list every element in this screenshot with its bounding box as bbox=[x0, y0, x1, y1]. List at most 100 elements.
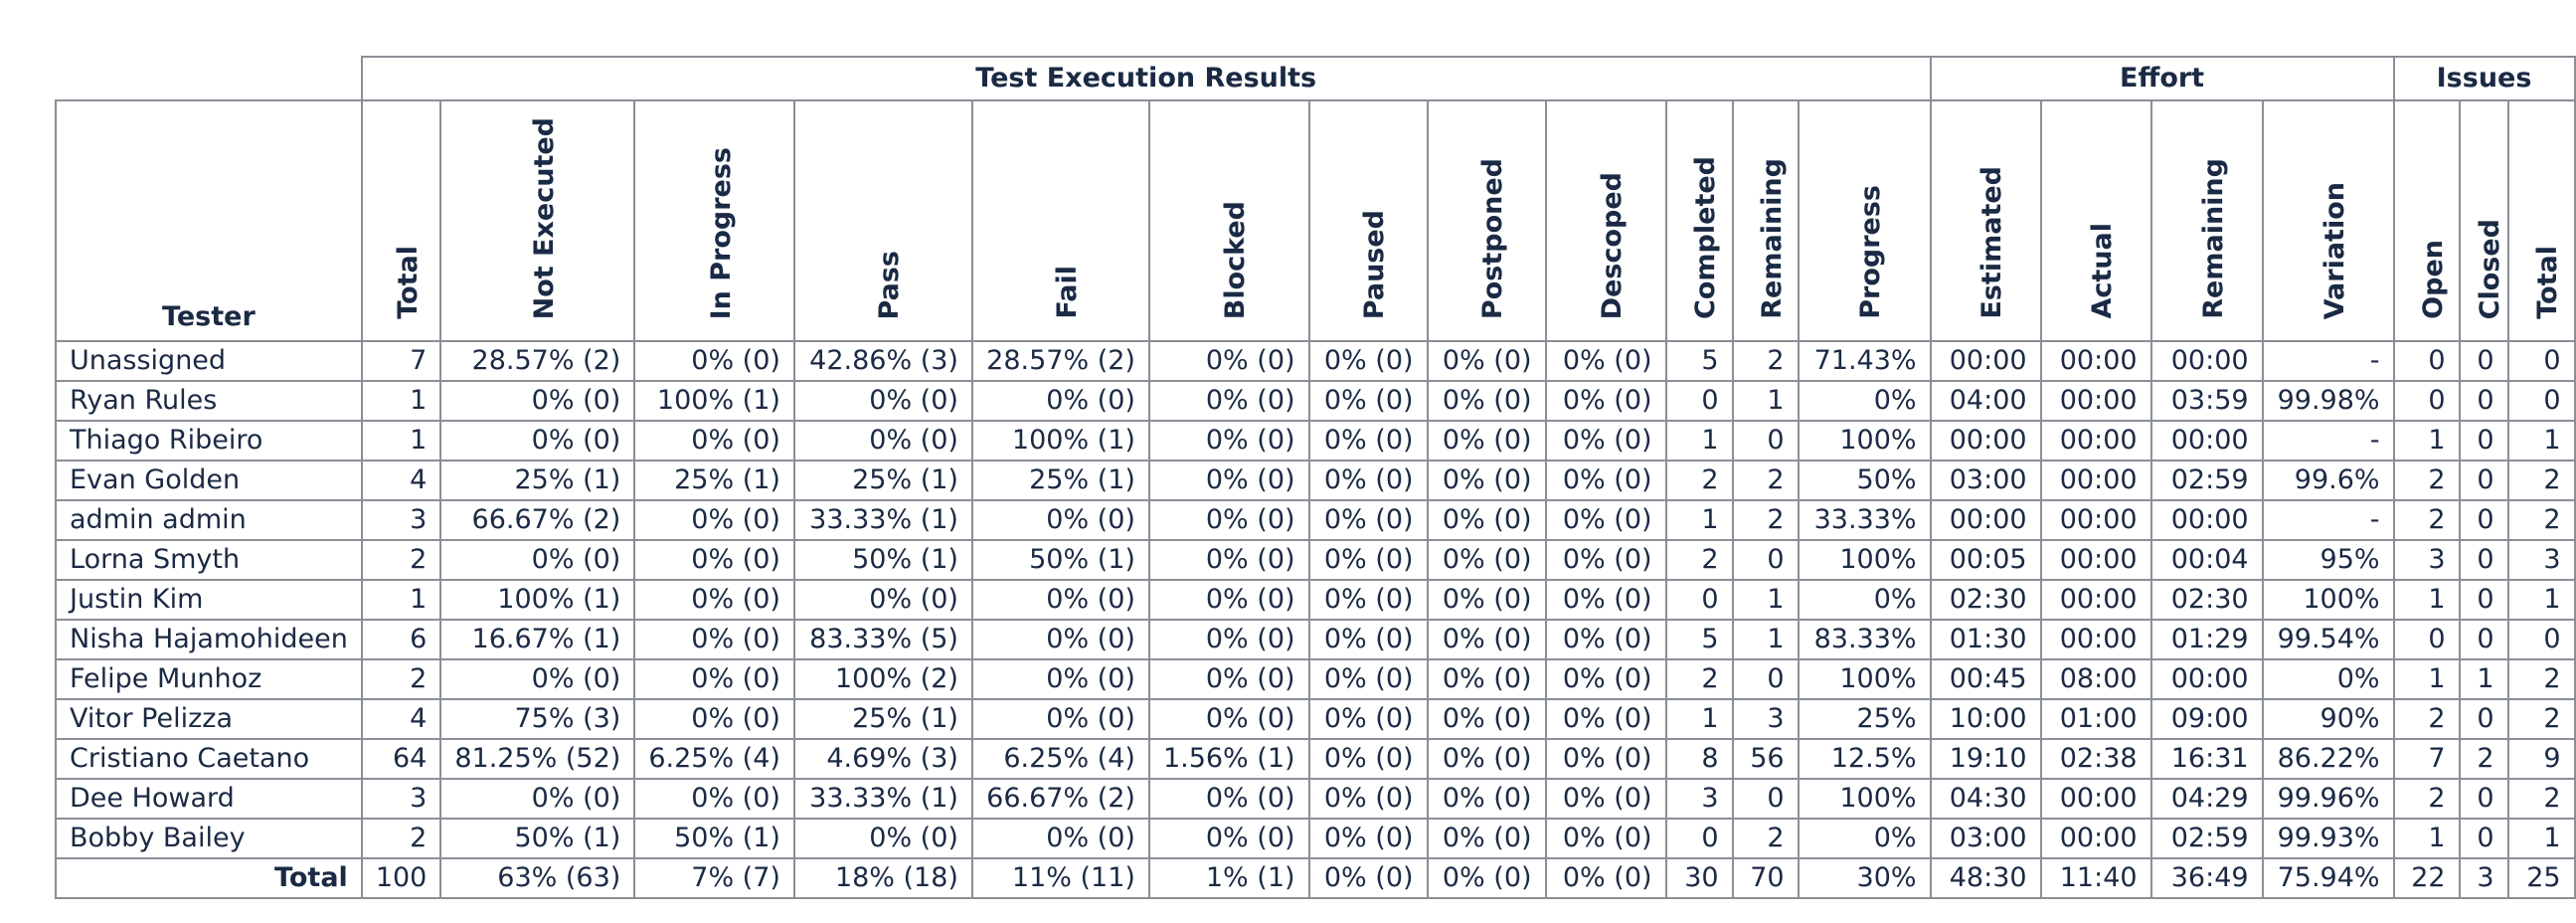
table-cell: 0 bbox=[2506, 340, 2576, 382]
table-row: Cristiano Caetano 64 81.25% (52) 6.25% (4) 4… bbox=[55, 738, 2576, 780]
table-cell: 0 bbox=[1731, 658, 1800, 700]
table-cell: 0% (0) bbox=[1426, 579, 1547, 621]
table-cell: 0% (0) bbox=[1426, 340, 1547, 382]
table-cell: 0% (0) bbox=[1426, 857, 1547, 899]
table-cell: 00:00 bbox=[2039, 499, 2152, 541]
table-cell: 0% (0) bbox=[1307, 619, 1429, 660]
table-cell: 0% (0) bbox=[970, 499, 1150, 541]
table-cell: 00:00 bbox=[2149, 340, 2264, 382]
table-cell: 16:31 bbox=[2149, 738, 2264, 780]
col-actual: Actual bbox=[2039, 99, 2152, 342]
table-cell: 0% (0) bbox=[1426, 738, 1547, 780]
col-in-progress: In Progress bbox=[633, 99, 795, 342]
col-tester: Tester bbox=[55, 99, 363, 342]
group-effort: Effort bbox=[1929, 56, 2395, 101]
col-progress-label: Progress bbox=[1855, 185, 1887, 319]
table-cell: 0% (0) bbox=[1307, 778, 1429, 820]
table-cell: 2 bbox=[1731, 340, 1800, 382]
table-cell: 0% (0) bbox=[1426, 499, 1547, 541]
table-cell: 0% (0) bbox=[792, 380, 973, 422]
col-estimated: Estimated bbox=[1929, 99, 2042, 342]
table-cell: 0 bbox=[2458, 818, 2509, 859]
table-cell: 0 bbox=[2392, 380, 2461, 422]
table-cell: 75% (3) bbox=[439, 698, 636, 740]
table-cell: 3 bbox=[2392, 539, 2461, 581]
tester-name-cell: Bobby Bailey bbox=[55, 818, 363, 859]
table-cell: 83.33% (5) bbox=[792, 619, 973, 660]
table-cell: 0 bbox=[2506, 619, 2576, 660]
table-cell: 19:10 bbox=[1929, 738, 2042, 780]
table-cell: 100% (2) bbox=[792, 658, 973, 700]
table-cell: 6.25% (4) bbox=[970, 738, 1150, 780]
table-cell: 00:00 bbox=[2149, 420, 2264, 462]
table-cell: 00:00 bbox=[1929, 420, 2042, 462]
table-cell: 0% (0) bbox=[1426, 380, 1547, 422]
table-cell: 0% (0) bbox=[970, 619, 1150, 660]
table-cell: 81.25% (52) bbox=[439, 738, 636, 780]
table-cell: 0 bbox=[1731, 539, 1800, 581]
table-row: Justin Kim 1 100% (1) 0% (0) 0% (0) 0% (0) 0% … bbox=[55, 579, 2576, 621]
table-cell: 0% (0) bbox=[439, 539, 636, 581]
table-cell: 0% (0) bbox=[1147, 499, 1310, 541]
col-paused: Paused bbox=[1307, 99, 1429, 342]
table-cell: 1 bbox=[1664, 499, 1734, 541]
tester-name-cell: Ryan Rules bbox=[55, 380, 363, 422]
table-cell: 2 bbox=[2392, 698, 2461, 740]
table-cell: 64 bbox=[360, 738, 442, 780]
table-cell: 0 bbox=[2458, 778, 2509, 820]
table-cell: 22 bbox=[2392, 857, 2461, 899]
table-cell: 00:00 bbox=[2039, 539, 2152, 581]
table-cell: 8 bbox=[1664, 738, 1734, 780]
table-cell: 0% (0) bbox=[1544, 818, 1667, 859]
corner-blank bbox=[56, 57, 363, 101]
table-cell: 10:00 bbox=[1929, 698, 2042, 740]
table-row: Bobby Bailey 2 50% (1) 50% (1) 0% (0) 0% (0) 0… bbox=[55, 818, 2576, 859]
table-cell: 1 bbox=[2392, 658, 2461, 700]
table-cell: 3 bbox=[2458, 857, 2509, 899]
col-total: Total bbox=[360, 99, 442, 342]
col-open-label: Open bbox=[2417, 240, 2449, 319]
table-cell: 00:00 bbox=[2149, 499, 2264, 541]
table-cell: 0% (0) bbox=[633, 619, 795, 660]
table-cell: 18% (18) bbox=[792, 857, 973, 899]
table-cell: 0% (0) bbox=[1426, 658, 1547, 700]
tester-name-cell: Justin Kim bbox=[55, 579, 363, 621]
table-cell: 0 bbox=[1664, 380, 1734, 422]
table-cell: 0% (0) bbox=[633, 499, 795, 541]
table-cell: 25% (1) bbox=[633, 460, 795, 501]
table-cell: 83.33% bbox=[1797, 619, 1932, 660]
table-cell: 2 bbox=[2506, 658, 2576, 700]
col-not-executed: Not Executed bbox=[439, 99, 636, 342]
table-cell: 0% (0) bbox=[633, 658, 795, 700]
table-cell: 100% bbox=[1797, 420, 1932, 462]
table-cell: 3 bbox=[2506, 539, 2576, 581]
table-cell: 25 bbox=[2506, 857, 2576, 899]
table-cell: 7 bbox=[360, 340, 442, 382]
table-cell: 1 bbox=[1731, 380, 1800, 422]
table-cell: 0% (0) bbox=[1147, 619, 1310, 660]
table-cell: 100% bbox=[1797, 539, 1932, 581]
table-cell: 02:30 bbox=[2149, 579, 2264, 621]
table-cell: 0 bbox=[2458, 420, 2509, 462]
table-cell: 1 bbox=[2506, 579, 2576, 621]
col-fail-label: Fail bbox=[1051, 266, 1083, 319]
table-cell: 0% bbox=[1797, 818, 1932, 859]
table-cell: 2 bbox=[360, 658, 442, 700]
table-cell: 50% (1) bbox=[633, 818, 795, 859]
table-cell: 99.93% bbox=[2261, 818, 2395, 859]
table-cell: 0% (0) bbox=[633, 778, 795, 820]
table-cell: 00:00 bbox=[2039, 619, 2152, 660]
tester-name-cell: Lorna Smyth bbox=[55, 539, 363, 581]
table-cell: 02:30 bbox=[1929, 579, 2042, 621]
table-cell: 0 bbox=[2458, 619, 2509, 660]
table-cell: 2 bbox=[2506, 698, 2576, 740]
table-cell: 00:00 bbox=[2039, 340, 2152, 382]
table-cell: - bbox=[2261, 420, 2395, 462]
table-cell: 3 bbox=[1731, 698, 1800, 740]
table-cell: 25% (1) bbox=[439, 460, 636, 501]
table-cell: 0% (0) bbox=[1307, 420, 1429, 462]
table-cell: 6 bbox=[360, 619, 442, 660]
col-fail: Fail bbox=[970, 99, 1150, 342]
table-cell: 2 bbox=[2506, 778, 2576, 820]
table-cell: 50% bbox=[1797, 460, 1932, 501]
